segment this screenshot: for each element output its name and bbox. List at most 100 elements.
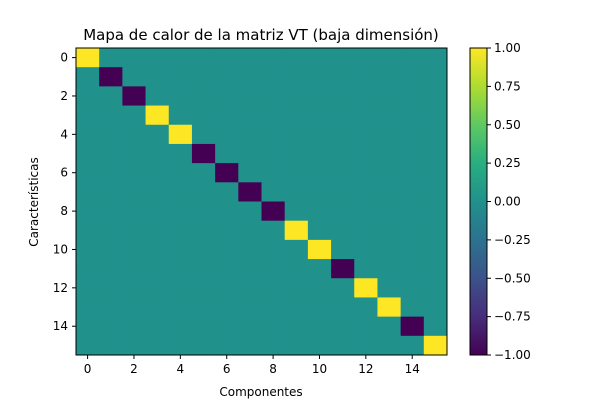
heatmap-cell <box>238 259 262 279</box>
heatmap-cell <box>377 201 402 222</box>
heatmap-cell <box>261 278 286 298</box>
heatmap-cell <box>122 278 146 298</box>
heatmap-cell <box>99 163 123 183</box>
heatmap-cell <box>423 278 448 298</box>
heatmap-cell <box>261 163 286 183</box>
heatmap-cell <box>238 67 262 87</box>
heatmap-cell <box>238 239 262 260</box>
y-tick-label: 4 <box>60 127 68 141</box>
heatmap-cell <box>423 67 448 87</box>
heatmap-cell <box>99 201 123 222</box>
heatmap-cell <box>423 201 448 222</box>
heatmap-cell <box>354 67 378 87</box>
heatmap-cell <box>168 182 193 202</box>
heatmap-cell <box>99 278 123 298</box>
heatmap-cell <box>238 163 262 183</box>
heatmap-cell <box>307 316 332 337</box>
heatmap-cell <box>145 124 170 145</box>
heatmap-cell <box>168 259 193 279</box>
heatmap-cell <box>284 124 309 145</box>
heatmap-cell <box>215 182 239 202</box>
heatmap-cell <box>307 201 332 222</box>
heatmap-cell <box>191 201 216 222</box>
heatmap-cell <box>331 259 355 279</box>
heatmap-cell <box>145 182 170 202</box>
heatmap-cell <box>238 182 262 202</box>
heatmap-cell <box>261 259 286 279</box>
heatmap-cell <box>168 278 193 298</box>
heatmap-cell <box>377 48 402 68</box>
heatmap-cell <box>307 335 332 356</box>
y-tick-label: 2 <box>60 89 68 103</box>
heatmap-cell <box>354 86 378 106</box>
heatmap-cell <box>99 48 123 68</box>
heatmap-cell <box>331 163 355 183</box>
heatmap-cell <box>331 201 355 222</box>
heatmap-cell <box>423 220 448 241</box>
heatmap-cell <box>307 182 332 202</box>
heatmap-cell <box>331 297 355 318</box>
heatmap-cell <box>423 124 448 145</box>
heatmap-cell <box>261 220 286 241</box>
heatmap-cell <box>238 220 262 241</box>
colorbar-tick-label: −0.50 <box>494 271 531 285</box>
heatmap-cell <box>191 220 216 241</box>
heatmap-cell <box>168 201 193 222</box>
heatmap-cell <box>191 278 216 298</box>
heatmap-cell <box>261 239 286 260</box>
heatmap-cell <box>307 124 332 145</box>
heatmap-cell <box>377 278 402 298</box>
heatmap-cell <box>145 67 170 87</box>
heatmap-cell <box>284 220 309 241</box>
heatmap-cell <box>261 105 286 126</box>
heatmap-cell <box>400 220 425 241</box>
heatmap-cell <box>145 335 170 356</box>
y-tick-label: 10 <box>53 242 68 256</box>
heatmap-cell <box>400 259 425 279</box>
heatmap-cell <box>423 86 448 106</box>
heatmap-cell <box>145 259 170 279</box>
heatmap-cell <box>122 259 146 279</box>
heatmap-cell <box>191 48 216 68</box>
y-tick-label: 0 <box>60 51 68 65</box>
heatmap-cell <box>238 124 262 145</box>
colorbar-tick-label: −0.25 <box>494 233 531 247</box>
heatmap-cell <box>191 182 216 202</box>
heatmap-cell <box>215 67 239 87</box>
x-axis-label: Componentes <box>219 385 302 399</box>
heatmap-cell <box>423 316 448 337</box>
heatmap-cell <box>145 297 170 318</box>
heatmap-cell <box>331 278 355 298</box>
colorbar-tick-label: 0.00 <box>494 195 521 209</box>
heatmap-cell <box>238 316 262 337</box>
heatmap-cell <box>423 48 448 68</box>
heatmap-cell <box>238 86 262 106</box>
heatmap-cell <box>400 335 425 356</box>
heatmap-cell <box>168 67 193 87</box>
colorbar-tick-label: 1.00 <box>494 41 521 55</box>
heatmap-cell <box>354 201 378 222</box>
heatmap-cell <box>261 67 286 87</box>
heatmap-cell <box>400 163 425 183</box>
heatmap-cell <box>99 105 123 126</box>
heatmap-cell <box>76 48 100 68</box>
heatmap-cell <box>76 239 100 260</box>
heatmap-cell <box>168 105 193 126</box>
heatmap-cell <box>215 297 239 318</box>
heatmap-frame <box>75 47 448 356</box>
heatmap-cell <box>377 316 402 337</box>
heatmap-cell <box>215 143 239 164</box>
heatmap-cell <box>307 48 332 68</box>
heatmap-cell <box>284 297 309 318</box>
heatmap-cell <box>377 182 402 202</box>
x-tick-label: 2 <box>130 362 138 376</box>
heatmap-cell <box>215 163 239 183</box>
heatmap-cell <box>284 48 309 68</box>
heatmap-cell <box>331 67 355 87</box>
heatmap-cell <box>215 335 239 356</box>
heatmap-cell <box>354 124 378 145</box>
heatmap-cell <box>215 105 239 126</box>
heatmap-cell <box>76 86 100 106</box>
heatmap-cell <box>191 297 216 318</box>
